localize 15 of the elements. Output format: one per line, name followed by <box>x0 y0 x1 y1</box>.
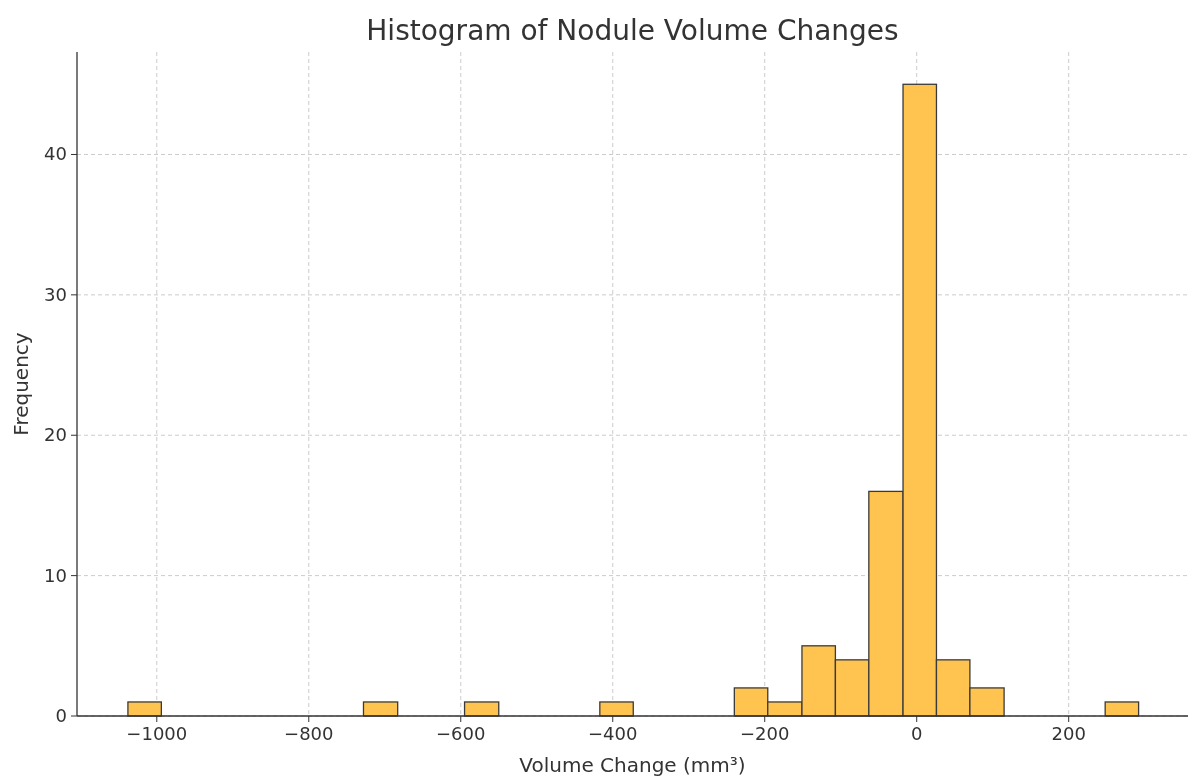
x-axis-title: Volume Change (mm³) <box>519 753 746 777</box>
y-axis-title: Frequency <box>9 332 33 436</box>
y-tick-label: 40 <box>44 143 67 165</box>
y-tick-label: 20 <box>44 424 67 446</box>
y-tick-label: 30 <box>44 283 67 305</box>
x-tick-label: −600 <box>436 723 486 744</box>
y-tick-label: 0 <box>55 705 67 726</box>
y-tick-label: 10 <box>44 564 67 586</box>
x-tick-label: −200 <box>740 723 790 744</box>
x-tick-label: −400 <box>588 723 638 744</box>
x-tick-label: −1000 <box>126 723 188 744</box>
x-tick-label: −800 <box>284 723 334 744</box>
chart-title: Histogram of Nodule Volume Changes <box>366 14 899 47</box>
x-tick-label: 0 <box>910 723 923 744</box>
x-tick-label: 200 <box>1051 723 1086 744</box>
